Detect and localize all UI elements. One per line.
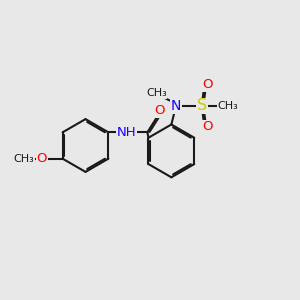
Text: O: O: [155, 104, 165, 117]
Text: N: N: [171, 99, 181, 113]
Text: O: O: [202, 78, 212, 92]
Text: O: O: [36, 152, 47, 165]
Text: CH₃: CH₃: [13, 154, 34, 164]
Text: S: S: [197, 98, 207, 113]
Text: CH₃: CH₃: [218, 101, 238, 111]
Text: NH: NH: [117, 126, 137, 139]
Text: CH₃: CH₃: [146, 88, 167, 98]
Text: O: O: [202, 120, 212, 134]
